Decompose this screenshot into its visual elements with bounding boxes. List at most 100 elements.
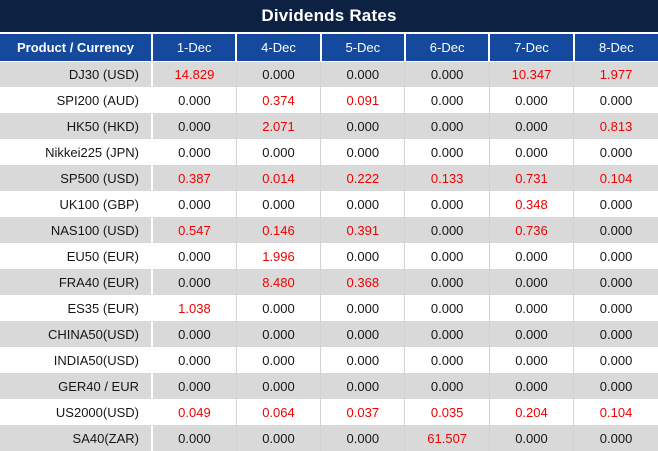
dividend-value: 0.348: [489, 191, 575, 217]
dividend-value: 0.000: [404, 295, 490, 321]
product-currency-label: Nikkei225 (JPN): [0, 139, 153, 165]
dividend-value: 14.829: [152, 61, 237, 87]
dividend-value: 0.000: [404, 191, 490, 217]
dividend-value: 0.000: [236, 61, 322, 87]
column-header-product-currency: Product / Currency: [0, 34, 153, 62]
table-row: UK100 (GBP) 0.000 0.000 0.000 0.000 0.348 0.00…: [0, 191, 658, 217]
dividend-value: 1.977: [599, 66, 633, 82]
table-row: SPI200 (AUD) 0.000 0.374 0.091 0.000 0.000 0.0…: [0, 87, 658, 113]
dividends-rates-table: Product / Currency 1-Dec 4-Dec 5-Dec 6-D…: [0, 34, 658, 451]
table-row: US2000(USD) 0.049 0.064 0.037 0.035 0.204 0.10…: [0, 399, 658, 425]
dividend-value: 0.000: [320, 347, 406, 373]
dividend-value: 0.813: [599, 118, 633, 134]
dividend-value: 0.000: [489, 243, 575, 269]
dividend-value: 0.000: [236, 295, 322, 321]
dividend-value: 0.000: [320, 139, 406, 165]
dividend-value: 0.000: [320, 321, 406, 347]
header-row: Product / Currency 1-Dec 4-Dec 5-Dec 6-D…: [0, 34, 658, 62]
dividend-value: 0.000: [236, 347, 322, 373]
product-currency-label: US2000(USD): [0, 399, 153, 425]
dividend-value: 0.000: [320, 61, 406, 87]
dividend-value: 0.000: [152, 113, 237, 139]
dividend-value: 0.000: [152, 139, 237, 165]
dividend-value: 0.000: [152, 373, 237, 399]
dividend-value: 0.064: [236, 399, 322, 425]
product-currency-label: INDIA50(USD): [0, 347, 153, 373]
product-currency-label: SA40(ZAR): [0, 425, 153, 451]
table-row: DJ30 (USD) 14.829 0.000 0.000 0.000 10.347 1.9…: [0, 61, 658, 87]
table-row: CHINA50(USD) 0.000 0.000 0.000 0.000 0.000 0.0…: [0, 321, 658, 347]
dividend-value: 0.000: [152, 321, 237, 347]
dividend-value: 0.000: [489, 295, 575, 321]
dividend-value: 0.000: [599, 430, 633, 446]
dividend-value: 0.000: [404, 113, 490, 139]
dividend-value: 0.000: [489, 373, 575, 399]
dividend-value: 0.000: [152, 191, 237, 217]
column-header-date-5: 7-Dec: [489, 34, 575, 62]
dividend-value: 0.000: [599, 326, 633, 342]
title-bar: Dividends Rates: [0, 0, 658, 34]
dividend-value: 0.000: [404, 217, 490, 243]
dividend-value: 0.374: [236, 87, 322, 113]
dividend-value: 0.000: [236, 373, 322, 399]
dividend-value: 0.000: [599, 196, 633, 212]
dividend-value: 0.000: [404, 61, 490, 87]
dividend-value: 0.049: [152, 399, 237, 425]
product-currency-label: UK100 (GBP): [0, 191, 153, 217]
dividend-value: 0.014: [236, 165, 322, 191]
dividend-value: 0.000: [404, 321, 490, 347]
dividend-value: 0.736: [489, 217, 575, 243]
dividend-value: 0.000: [236, 191, 322, 217]
dividend-value: 0.387: [152, 165, 237, 191]
dividend-value: 0.000: [236, 425, 322, 451]
table-row: FRA40 (EUR) 0.000 8.480 0.368 0.000 0.000 0.00…: [0, 269, 658, 295]
product-currency-label: CHINA50(USD): [0, 321, 153, 347]
dividend-value: 0.000: [236, 139, 322, 165]
table-row: HK50 (HKD) 0.000 2.071 0.000 0.000 0.000 0.813: [0, 113, 658, 139]
dividend-value: 0.368: [320, 269, 406, 295]
dividend-value: 0.000: [320, 373, 406, 399]
dividend-value: 0.091: [320, 87, 406, 113]
dividend-value: 2.071: [236, 113, 322, 139]
dividend-value: 0.000: [489, 321, 575, 347]
product-currency-label: GER40 / EUR: [0, 373, 153, 399]
dividend-value: 0.000: [489, 269, 575, 295]
product-currency-label: HK50 (HKD): [0, 113, 153, 139]
dividend-value: 0.133: [404, 165, 490, 191]
table-row: Nikkei225 (JPN) 0.000 0.000 0.000 0.000 0.000…: [0, 139, 658, 165]
dividend-value: 0.035: [404, 399, 490, 425]
product-currency-label: ES35 (EUR): [0, 295, 153, 321]
dividend-value: 1.996: [236, 243, 322, 269]
product-currency-label: FRA40 (EUR): [0, 269, 153, 295]
dividend-value: 0.000: [489, 425, 575, 451]
dividend-value: 0.000: [404, 139, 490, 165]
dividend-value: 0.000: [236, 321, 322, 347]
dividend-value: 8.480: [236, 269, 322, 295]
column-header-date-2: 4-Dec: [236, 34, 322, 62]
page-title: Dividends Rates: [261, 6, 397, 25]
product-currency-label: SP500 (USD): [0, 165, 153, 191]
dividend-value: 61.507: [404, 425, 490, 451]
dividend-value: 0.000: [599, 378, 633, 394]
dividend-value: 0.000: [404, 87, 490, 113]
table-row: SA40(ZAR) 0.000 0.000 0.000 61.507 0.000 0.000: [0, 425, 658, 451]
dividend-value: 0.731: [489, 165, 575, 191]
dividend-value: 10.347: [489, 61, 575, 87]
dividend-value: 0.146: [236, 217, 322, 243]
dividend-value: 0.104: [599, 170, 633, 186]
table-header: Product / Currency 1-Dec 4-Dec 5-Dec 6-D…: [0, 34, 658, 62]
dividend-value: 0.204: [489, 399, 575, 425]
column-header-date-1: 1-Dec: [152, 34, 238, 62]
column-header-date-3: 5-Dec: [320, 34, 406, 62]
dividend-value: 0.000: [320, 243, 406, 269]
dividend-value: 0.000: [599, 352, 633, 368]
product-currency-label: EU50 (EUR): [0, 243, 153, 269]
dividend-value: 0.104: [599, 404, 633, 420]
dividend-value: 0.000: [599, 144, 633, 160]
dividend-value: 0.000: [599, 300, 633, 316]
table-row: SP500 (USD) 0.387 0.014 0.222 0.133 0.731 0.10…: [0, 165, 658, 191]
dividend-value: 0.037: [320, 399, 406, 425]
dividend-value: 0.000: [320, 425, 406, 451]
dividend-value: 0.000: [404, 373, 490, 399]
dividend-value: 0.000: [489, 347, 575, 373]
